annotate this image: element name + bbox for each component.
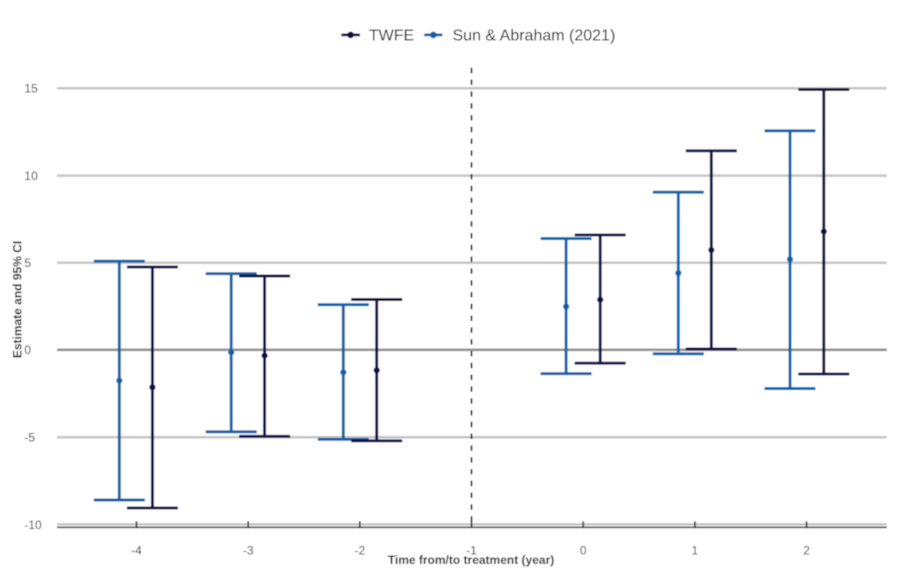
svg-text:1: 1 — [692, 544, 699, 558]
svg-text:Sun & Abraham (2021): Sun & Abraham (2021) — [453, 28, 616, 45]
svg-text:5: 5 — [24, 256, 31, 270]
svg-text:-2: -2 — [354, 544, 365, 558]
svg-text:Estimate and 95% CI: Estimate and 95% CI — [10, 241, 24, 358]
svg-text:-4: -4 — [131, 544, 142, 558]
svg-text:-1: -1 — [466, 544, 477, 558]
svg-text:0: 0 — [580, 544, 587, 558]
svg-text:-10: -10 — [24, 518, 42, 532]
svg-text:15: 15 — [24, 82, 38, 96]
svg-text:2: 2 — [803, 544, 810, 558]
svg-text:0: 0 — [24, 343, 31, 357]
svg-text:-5: -5 — [24, 431, 35, 445]
svg-text:Time from/to treatment (year): Time from/to treatment (year) — [388, 553, 554, 567]
svg-text:10: 10 — [24, 169, 38, 183]
svg-text:TWFE: TWFE — [369, 28, 414, 45]
svg-text:-3: -3 — [243, 544, 254, 558]
